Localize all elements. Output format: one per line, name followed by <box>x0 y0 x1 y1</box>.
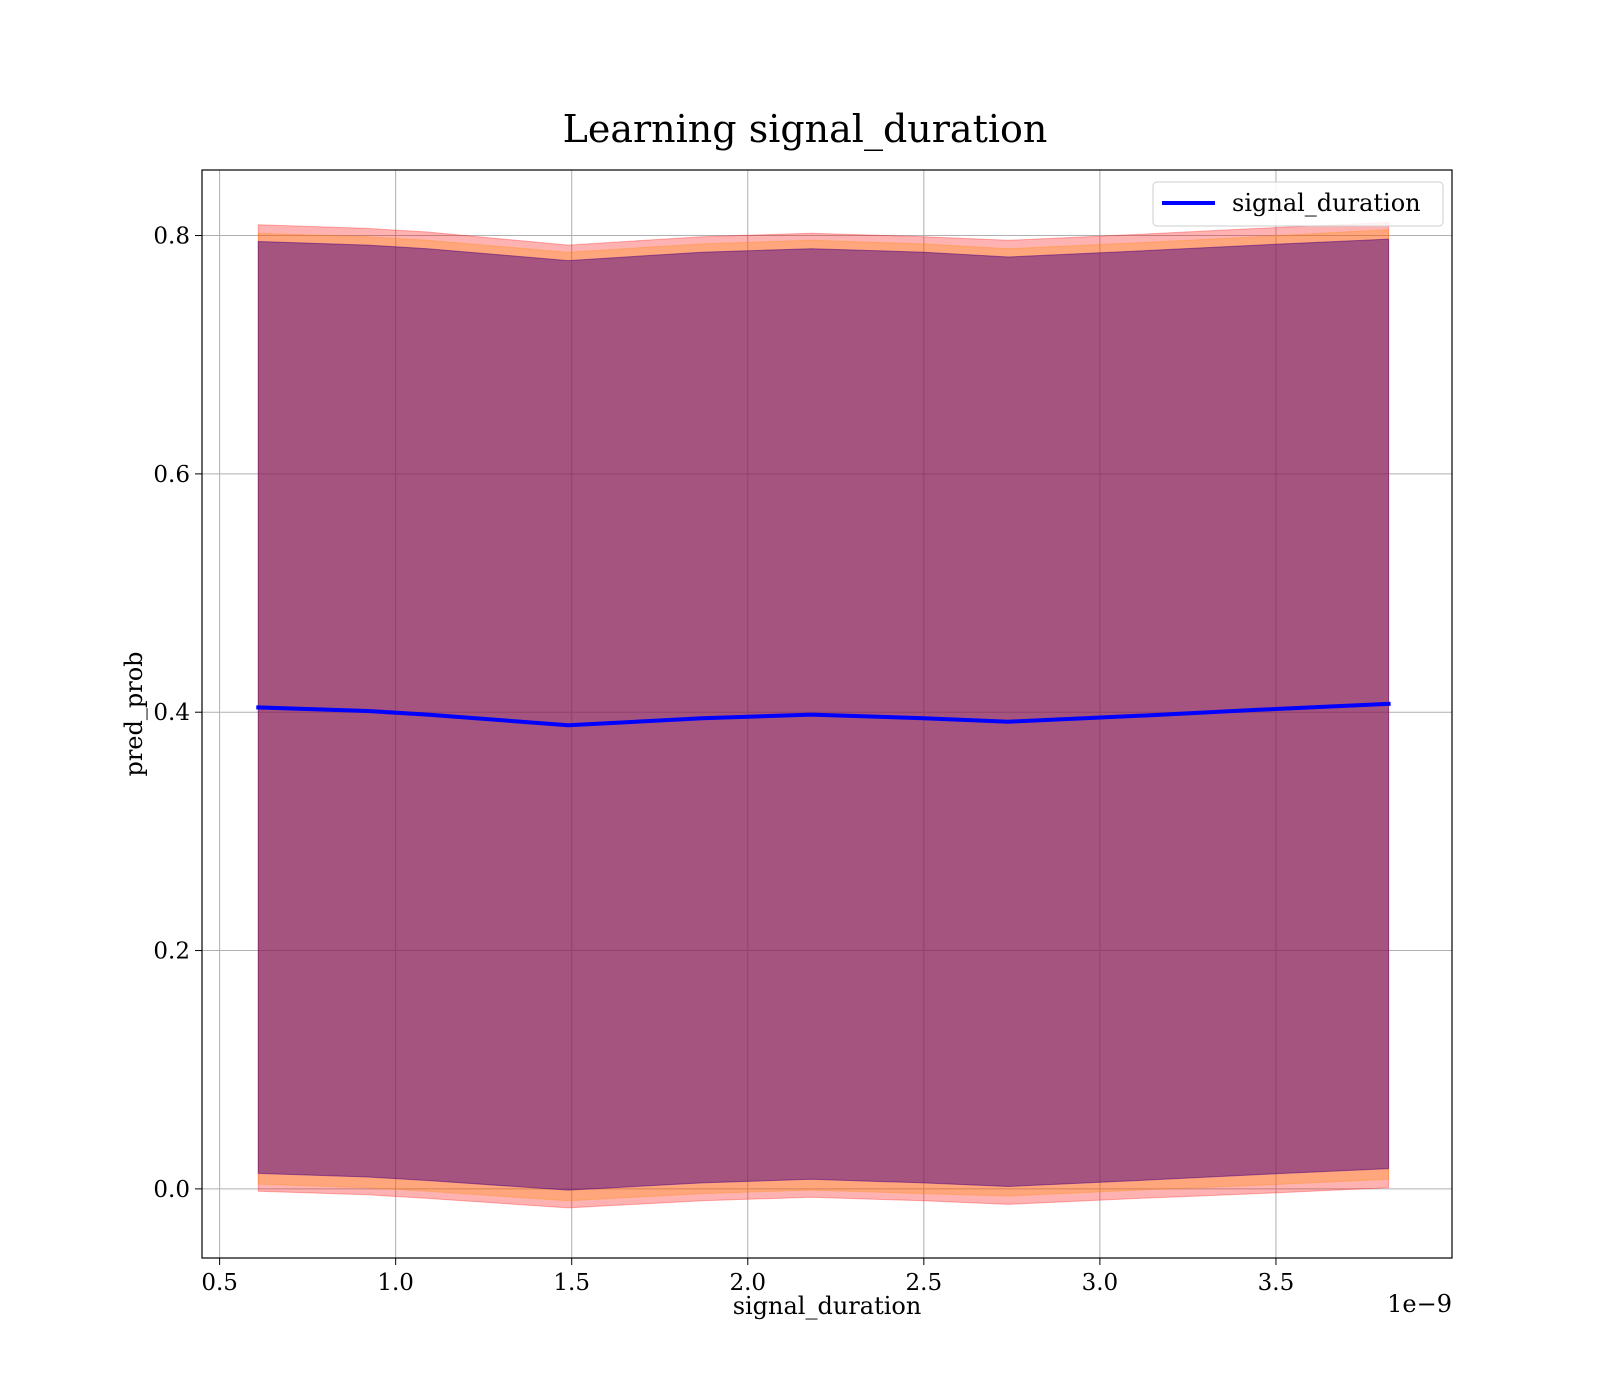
legend-box <box>1152 181 1444 227</box>
x-offset-label: 1e−9 <box>1387 1290 1452 1318</box>
axis-ticks: 0.5 1.0 1.5 2.0 2.5 3.0 3.5 0.0 0.2 0.4 0.6 0.8 <box>153 224 1294 1296</box>
y-tick-label: 0.2 <box>153 939 190 965</box>
x-tick-label: 1.0 <box>377 1270 414 1296</box>
x-tick-label: 0.5 <box>201 1270 238 1296</box>
x-tick-label: 3.0 <box>1082 1270 1119 1296</box>
x-tick-label: 1.5 <box>553 1270 590 1296</box>
x-tick-label: 2.5 <box>906 1270 943 1296</box>
x-tick-label: 3.5 <box>1258 1270 1295 1296</box>
series-line <box>256 701 1391 728</box>
x-axis-label: signal_duration <box>733 1292 922 1320</box>
y-axis-label: pred_prob <box>120 651 148 776</box>
plot-area-frame <box>201 169 1453 1259</box>
y-tick-label: 0.4 <box>153 700 190 726</box>
legend: signal_duration <box>1152 181 1444 227</box>
series-lines <box>256 701 1391 728</box>
legend-label: signal_duration <box>1232 189 1421 217</box>
y-tick-label: 0.6 <box>153 462 190 488</box>
y-tick-label: 0.8 <box>153 224 190 250</box>
x-tick-label: 2.0 <box>729 1270 766 1296</box>
y-tick-label: 0.0 <box>153 1177 190 1203</box>
chart-title: Learning signal_duration <box>563 107 1048 152</box>
